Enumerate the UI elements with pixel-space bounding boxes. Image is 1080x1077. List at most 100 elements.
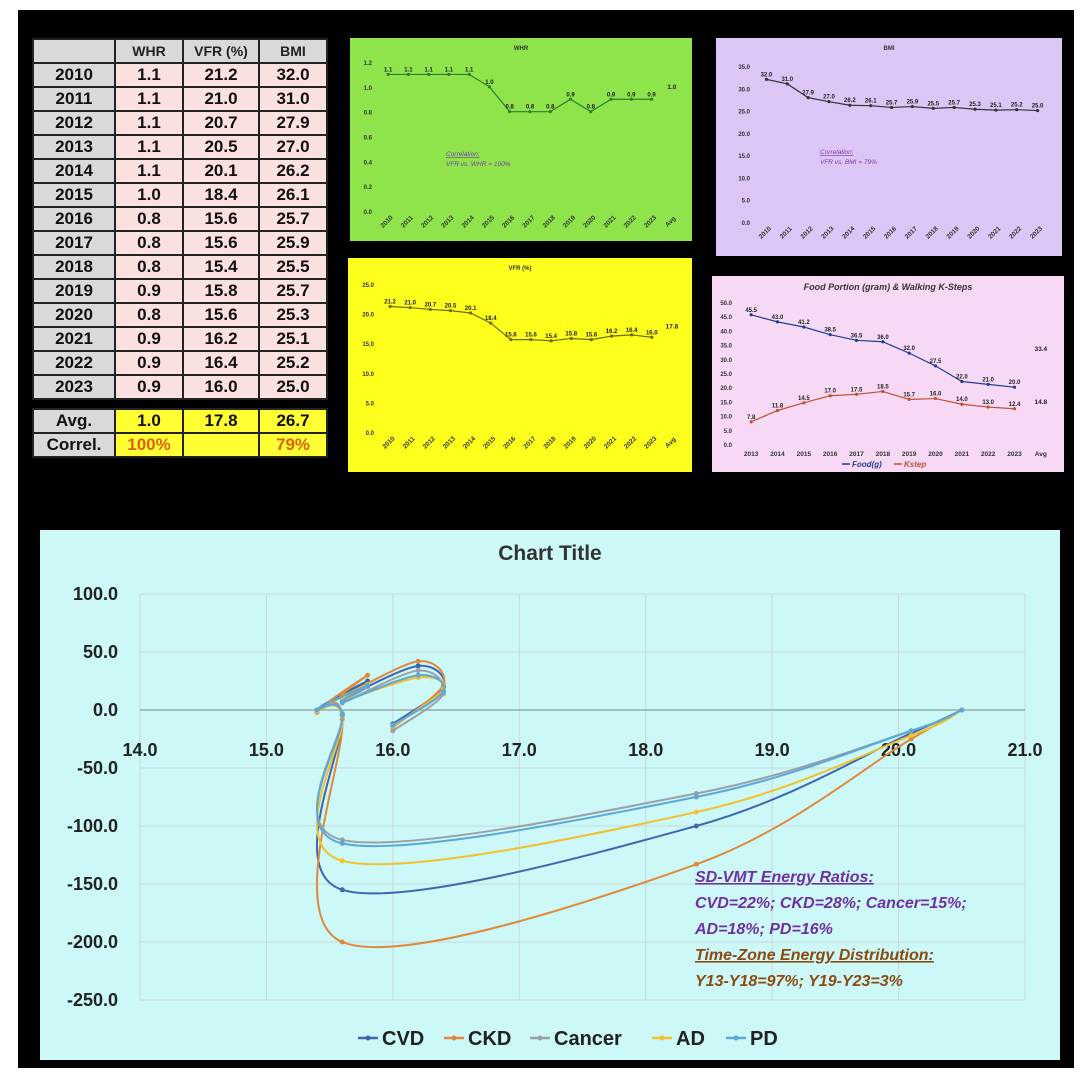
data-label: 13.0 [982, 400, 994, 406]
y-tick-label: 35.0 [720, 344, 732, 350]
year-cell: 2011 [32, 86, 116, 112]
data-point [609, 97, 613, 101]
value-cell: 26.2 [258, 158, 328, 184]
value-cell: 15.6 [182, 206, 260, 232]
data-point [339, 858, 345, 864]
average-label: 1.0 [667, 84, 676, 91]
data-point [907, 397, 911, 402]
data-label: 20.5 [445, 304, 457, 310]
legend-label: CVD [382, 1028, 424, 1050]
value-cell: 1.1 [114, 110, 184, 136]
data-point [931, 106, 935, 110]
summary-cell: 17.8 [182, 408, 260, 434]
data-label: 16.4 [626, 328, 638, 334]
data-table: WHR VFR (%) BMI 2010 1.1 21.2 32.0 2011 1.1 21.0 3… [32, 38, 328, 458]
y-tick-label: 0.6 [364, 136, 373, 142]
data-point [489, 321, 493, 325]
data-point [869, 104, 873, 108]
x-tick-label: 2011 [400, 214, 415, 229]
x-tick-label: 2017 [849, 451, 864, 458]
data-point [569, 336, 573, 341]
data-label: 1.1 [465, 67, 474, 73]
chart-title: VFR (%) [509, 266, 532, 272]
data-point [986, 382, 990, 386]
average-label: 14.8 [1035, 399, 1048, 406]
year-cell: 2013 [32, 134, 116, 160]
data-label: 25.5 [927, 101, 939, 107]
data-point [388, 304, 392, 309]
y-tick-label: 5.0 [742, 199, 751, 205]
x-tick-label: 2012 [799, 225, 814, 240]
x-tick-label: 2022 [1008, 225, 1023, 240]
row-label-cell: Avg. [32, 408, 116, 434]
y-tick-label: 0.0 [366, 431, 375, 437]
y-tick-label: 10.0 [362, 372, 374, 378]
data-label: 41.2 [798, 320, 810, 326]
data-label: 25.7 [886, 100, 898, 106]
y-tick-label: 20.0 [720, 386, 732, 392]
summary-cell: 26.7 [258, 408, 328, 434]
value-cell: 0.8 [114, 302, 184, 328]
x-tick-label: 2014 [770, 451, 785, 458]
series-line-cvd [315, 664, 963, 895]
food-steps-chart: Food Portion (gram) & Walking K-Steps 0.0… [720, 282, 1048, 469]
year-cell: 2018 [32, 254, 116, 280]
data-label: 21.2 [384, 299, 396, 305]
data-label: 14.5 [798, 396, 810, 402]
energy-annotation: SD-VMT Energy Ratios: [695, 869, 874, 886]
data-label: 20.1 [465, 306, 477, 312]
data-label: 32.0 [903, 346, 915, 352]
legend-label: Food(g) [852, 460, 882, 469]
legend-label: PD [750, 1028, 778, 1050]
data-point [415, 658, 421, 664]
data-point [764, 77, 769, 81]
correlation-annotation: VFR vs. WHR = 100% [446, 161, 511, 168]
data-label: 38.5 [824, 328, 836, 334]
y-tick-label: 40.0 [720, 329, 732, 335]
table-row: 2018 0.8 15.4 25.5 [32, 254, 328, 280]
data-point [1012, 385, 1017, 389]
x-tick-label: 2017 [521, 214, 536, 229]
y-tick-label: 30.0 [720, 358, 732, 364]
y-tick-label: 0.0 [742, 221, 751, 227]
data-label: 14.0 [956, 397, 968, 403]
data-label: 1.0 [485, 80, 494, 86]
summary-cell: 79% [258, 432, 328, 458]
value-cell: 16.0 [182, 374, 260, 400]
y-tick-label: 10.0 [738, 176, 750, 182]
data-point [802, 325, 806, 329]
y-tick-label: 50.0 [83, 642, 118, 662]
data-label: 1.1 [424, 67, 433, 73]
year-cell: 2012 [32, 110, 116, 136]
value-cell: 21.0 [182, 86, 260, 112]
data-point [650, 97, 654, 101]
x-tick-label: 2016 [502, 435, 517, 450]
y-tick-label: 0.8 [364, 111, 373, 117]
value-cell: 20.5 [182, 134, 260, 160]
data-label: 17.0 [824, 389, 836, 395]
data-point [440, 688, 446, 694]
y-tick-label: 20.0 [738, 132, 750, 138]
energy-annotation: Y13-Y18=97%; Y19-Y23=3% [695, 973, 903, 990]
data-label: 15.6 [505, 333, 517, 339]
x-tick-label: Avg [664, 436, 677, 449]
x-tick-label: 2010 [379, 214, 394, 229]
chart-title: Chart Title [498, 542, 601, 565]
series-line-pd [315, 674, 963, 848]
x-tick-label: 2016 [823, 451, 838, 458]
data-label: 7.8 [747, 415, 756, 421]
y-tick-label: 0.0 [93, 700, 118, 720]
data-point [339, 712, 345, 718]
y-tick-label: 1.0 [364, 86, 373, 92]
x-tick-label: 2020 [583, 435, 598, 450]
data-point [408, 306, 412, 310]
x-tick-label: 2011 [402, 435, 417, 450]
y-tick-label: 0.0 [364, 210, 373, 216]
x-tick-label: 2023 [643, 435, 658, 450]
data-label: 11.8 [772, 403, 784, 409]
value-cell: 1.0 [114, 182, 184, 208]
data-point [854, 338, 859, 342]
legend-marker [537, 1035, 543, 1041]
data-label: 12.4 [1009, 402, 1021, 408]
year-cell: 2021 [32, 326, 116, 352]
